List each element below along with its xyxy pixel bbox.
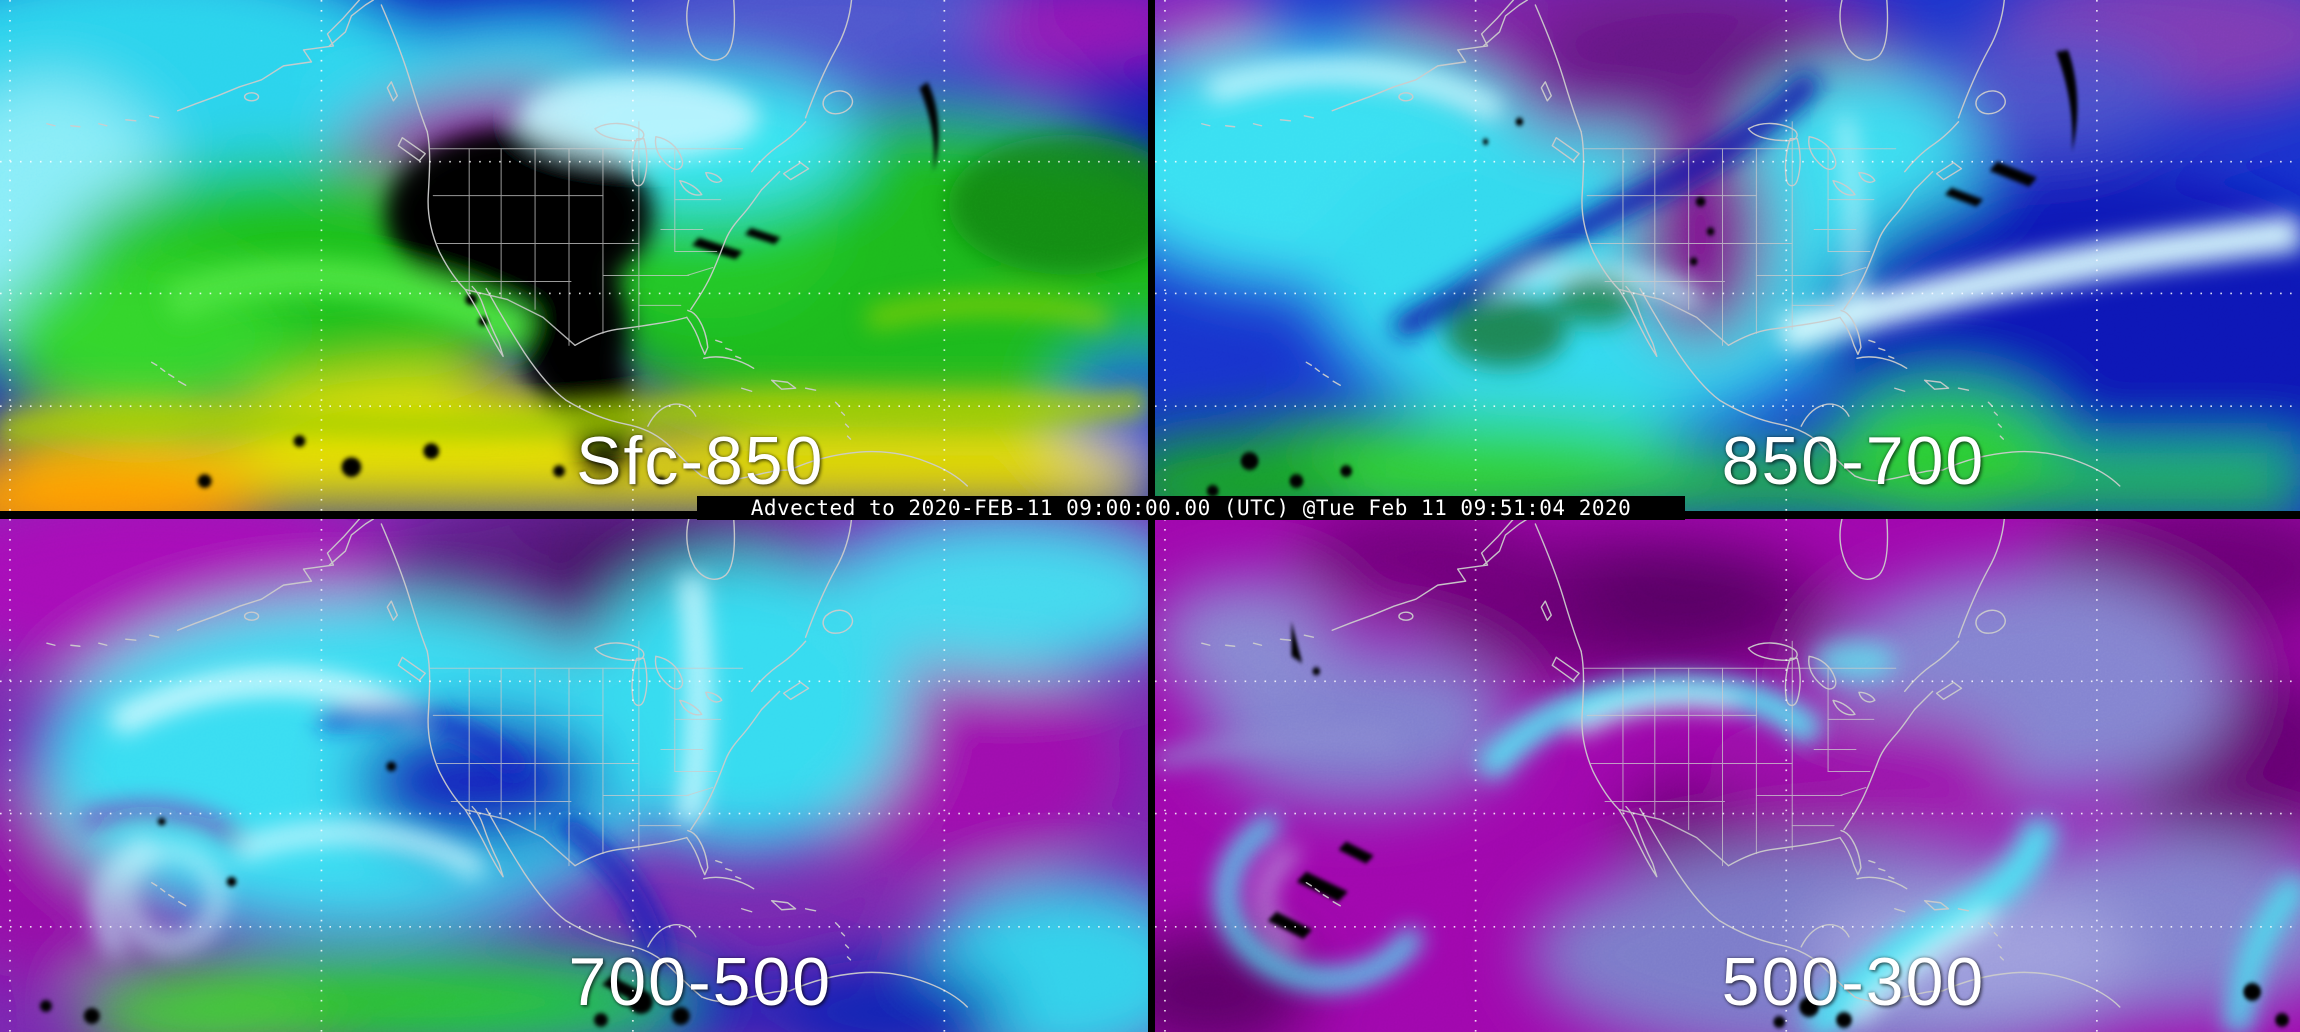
moisture-field-700-500: [0, 519, 1148, 1032]
timestamp-banner: Advected to 2020-FEB-11 09:00:00.00 (UTC…: [697, 496, 1685, 520]
layer-label-700-500: 700-500: [568, 944, 833, 1020]
moisture-field-sfc-850: [0, 0, 1148, 511]
moisture-field-850-700: [1155, 0, 2300, 511]
panel-850-700: 850-700: [1155, 0, 2300, 511]
panel-sfc-850: Sfc-850: [0, 0, 1148, 511]
panel-700-500: 700-500: [0, 519, 1148, 1032]
layer-label-sfc-850: Sfc-850: [576, 423, 825, 499]
panel-500-300: 500-300: [1155, 519, 2300, 1032]
timestamp-banner-text: Advected to 2020-FEB-11 09:00:00.00 (UTC…: [750, 496, 1632, 520]
layer-label-850-700: 850-700: [1721, 423, 1986, 499]
layer-label-500-300: 500-300: [1721, 944, 1986, 1020]
moisture-field-500-300: [1155, 519, 2300, 1032]
